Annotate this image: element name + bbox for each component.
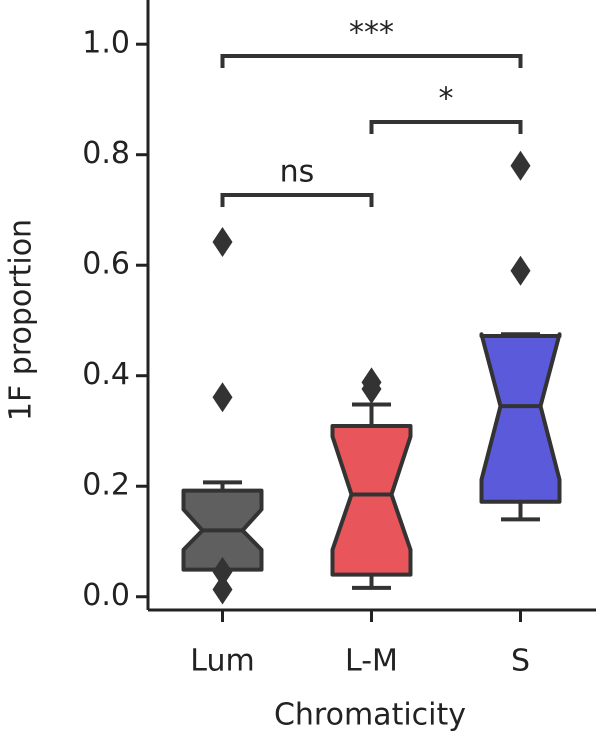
y-axis-label: 1F proportion	[4, 219, 39, 421]
flier	[361, 373, 382, 404]
flier	[212, 382, 233, 413]
box	[330, 424, 413, 577]
flier	[212, 556, 233, 587]
significance-label: ***	[349, 16, 394, 51]
y-tick-label: 0.4	[82, 357, 130, 392]
flier	[510, 255, 531, 286]
x-axis-label: Chromaticity	[274, 698, 466, 733]
box	[479, 332, 562, 504]
flier	[212, 227, 233, 258]
flier	[510, 150, 531, 181]
significance-bracket	[220, 54, 523, 68]
x-tick-label: S	[511, 644, 530, 679]
x-tick-label: Lum	[190, 644, 254, 679]
y-tick-label: 0.2	[82, 468, 130, 503]
significance-bracket	[220, 193, 374, 207]
flier	[212, 574, 233, 605]
y-tick-label: 0.8	[82, 136, 130, 171]
x-tick-label: L-M	[345, 644, 398, 679]
significance-label: *	[439, 82, 454, 117]
y-tick-label: 0.6	[82, 247, 130, 282]
y-tick-label: 0.0	[82, 578, 130, 613]
significance-bracket	[369, 120, 523, 134]
y-tick-label: 1.0	[82, 26, 130, 61]
significance-label: ns	[280, 155, 315, 190]
